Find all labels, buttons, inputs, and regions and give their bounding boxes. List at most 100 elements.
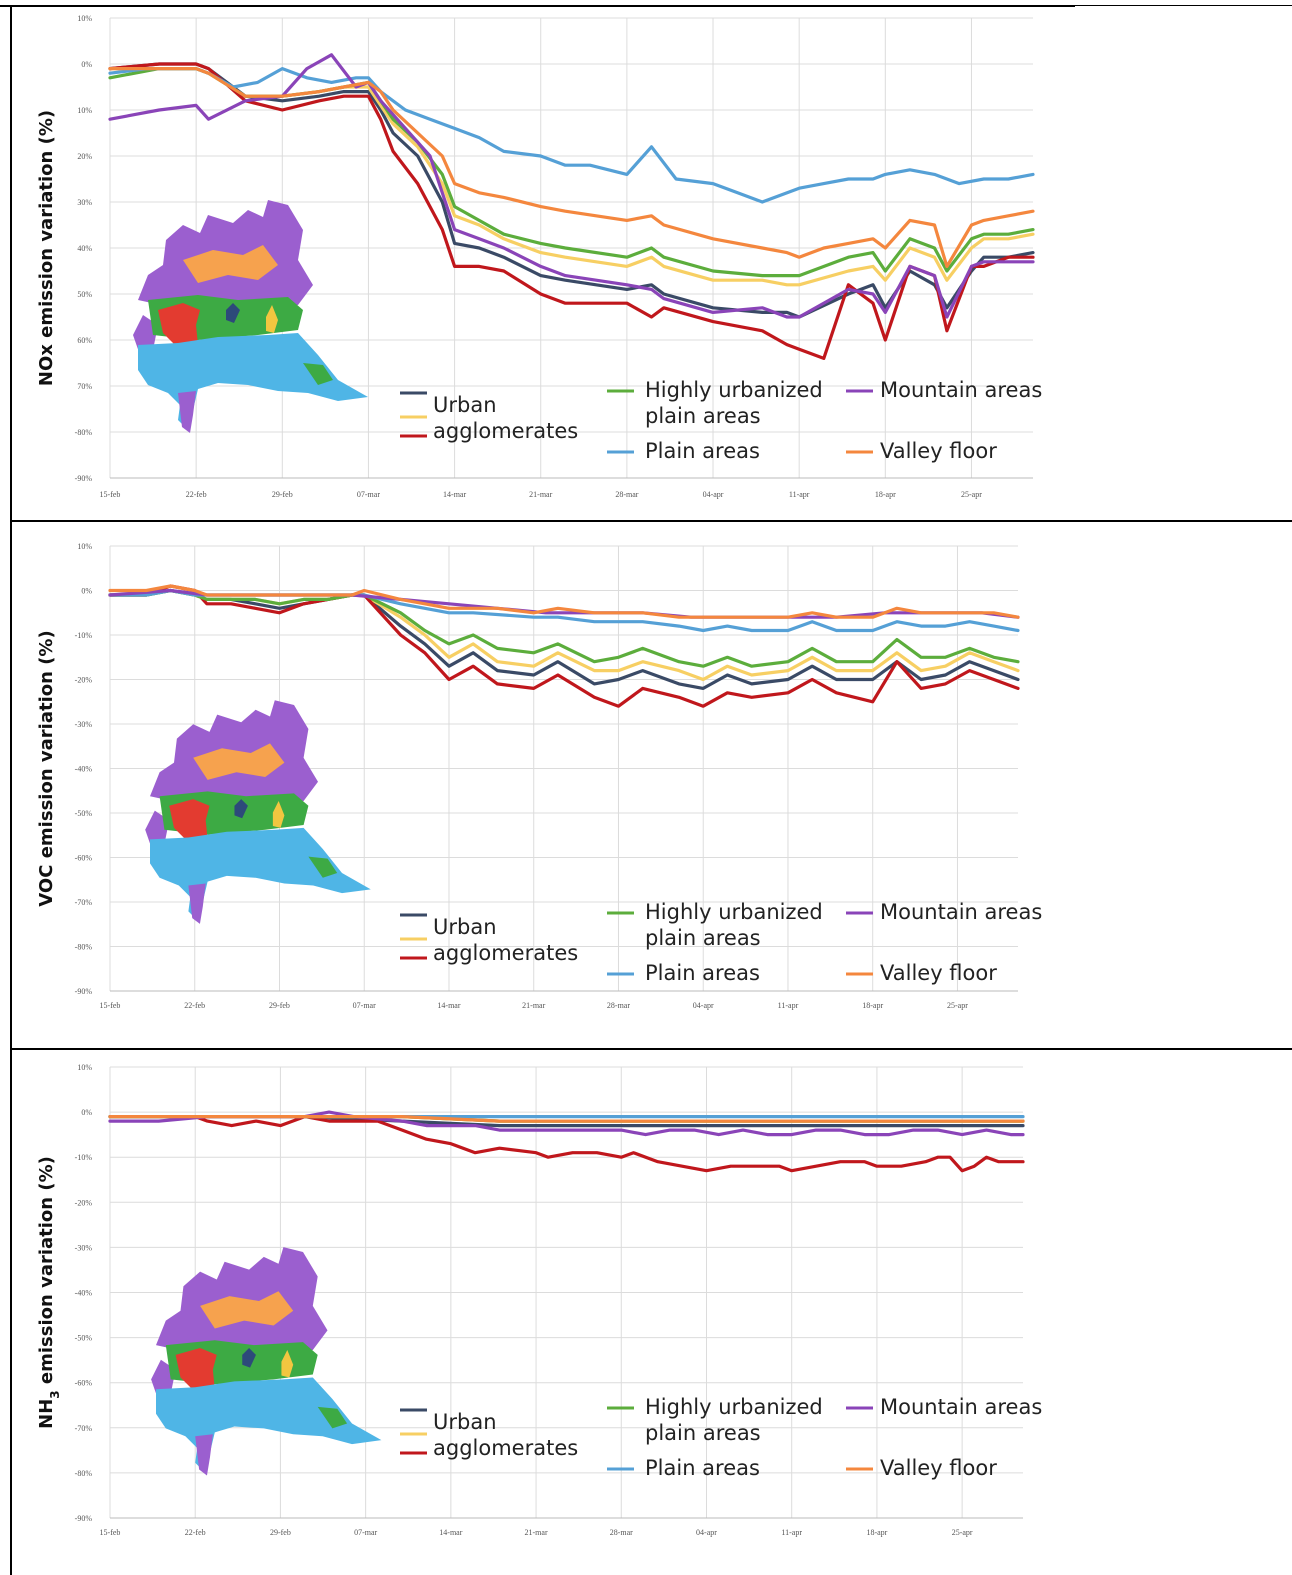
- x-tick-label: 07-mar: [357, 490, 380, 499]
- map-region-highly_urbanized: [308, 856, 338, 878]
- legend-label-plain: Plain areas: [645, 961, 760, 985]
- y-tick-label: 0%: [81, 587, 92, 596]
- legend-label-highly-urbanized: Highly urbanized: [645, 378, 823, 402]
- y-tick-label: 60%: [77, 336, 92, 345]
- y-tick-label: 10%: [77, 542, 92, 551]
- y-tick-label: 70%: [77, 382, 92, 391]
- y-tick-label: -80%: [75, 943, 93, 952]
- legend-label-valley: Valley floor: [880, 439, 997, 463]
- legend-label-mountain: Mountain areas: [880, 378, 1042, 402]
- map-region-mountain: [188, 883, 206, 924]
- y-tick-label: -70%: [75, 898, 93, 907]
- frame-top-right-line: [1075, 5, 1292, 6]
- x-tick-label: 15-feb: [100, 1528, 121, 1537]
- legend-label-mountain: Mountain areas: [880, 1395, 1042, 1419]
- x-tick-label: 29-feb: [270, 1528, 291, 1537]
- x-tick-label: 29-feb: [272, 490, 293, 499]
- x-tick-label: 04-apr: [703, 490, 724, 499]
- x-tick-label: 22-feb: [184, 1001, 205, 1010]
- map-region-valley: [193, 743, 285, 780]
- series-line-6: [108, 66, 1035, 268]
- y-tick-label: 0%: [81, 1108, 92, 1117]
- panel-nh3: 10% 0% -10% -20% -30% -40% -50% -60% -70% -80% -90…: [0, 1050, 1292, 1575]
- y-axis-label: VOC emission variation (%): [36, 630, 57, 906]
- legend-label-plain: Plain areas: [645, 439, 760, 463]
- y-tick-label: -70%: [75, 1424, 93, 1433]
- y-tick-label: -90%: [75, 474, 93, 483]
- chart-voc: 10% 0% -10% -20% -30% -40% -50% -60% -70% -80% -90…: [36, 542, 1042, 1010]
- y-tick-label: -80%: [75, 428, 93, 437]
- y-tick-label: -60%: [75, 854, 93, 863]
- y-tick-label: 20%: [77, 152, 92, 161]
- y-tick-label: -90%: [75, 987, 93, 996]
- legend-label-plain-areas-2: plain areas: [645, 926, 761, 950]
- map-region-urban_navy: [234, 799, 248, 819]
- legend-label-urban: Urban: [433, 1410, 497, 1434]
- y-tick-label: -20%: [75, 676, 93, 685]
- map-region-urban_navy: [242, 1348, 256, 1368]
- chart-nox: 10% 0% 10% 20% 30% 40% 50% 60% 70% -80% -90% 15-feb…: [36, 14, 1042, 499]
- y-tick-label: -50%: [75, 1334, 93, 1343]
- region-map: [151, 1247, 382, 1476]
- y-tick-label: -10%: [75, 1153, 93, 1162]
- legend-label-agglomerates: agglomerates: [433, 419, 578, 443]
- y-tick-label: -40%: [75, 1289, 93, 1298]
- x-tick-label: 15-feb: [100, 490, 121, 499]
- series-line-0: [108, 62, 1035, 319]
- x-tick-label: 22-feb: [185, 1528, 206, 1537]
- series-line-2: [108, 1114, 1025, 1173]
- map-region-plain: [156, 1377, 382, 1473]
- map-region-urban_yellow: [272, 801, 285, 828]
- x-tick-label: 28-mar: [610, 1528, 633, 1537]
- map-region-urban_navy: [226, 303, 240, 323]
- legend-label-highly-urbanized: Highly urbanized: [645, 900, 823, 924]
- map-region-highly_urbanized: [303, 363, 333, 385]
- x-tick-label: 28-mar: [615, 490, 638, 499]
- map-region-mountain: [195, 1434, 213, 1476]
- map-region-valley: [200, 1291, 294, 1329]
- y-tick-label: 30%: [77, 198, 92, 207]
- y-tick-label: 10%: [77, 106, 92, 115]
- frame-top-line: [0, 5, 1075, 7]
- x-tick-label: 11-apr: [789, 490, 810, 499]
- panel-voc: 10% 0% -10% -20% -30% -40% -50% -60% -70% -80% -90…: [0, 522, 1292, 1048]
- map-region-urban_yellow: [266, 305, 278, 333]
- x-tick-label: 14-mar: [443, 490, 466, 499]
- region-map: [133, 200, 368, 433]
- y-tick-label: -30%: [75, 720, 93, 729]
- series-line-3: [108, 588, 1020, 668]
- y-tick-label: 50%: [77, 290, 92, 299]
- y-tick-label: -90%: [75, 1514, 93, 1523]
- legend-label-highly-urbanized: Highly urbanized: [645, 1395, 823, 1419]
- map-region-mountain: [178, 391, 196, 433]
- y-tick-label: -80%: [75, 1469, 93, 1478]
- x-tick-label: 11-apr: [781, 1528, 802, 1537]
- legend-label-plain-areas-2: plain areas: [645, 404, 761, 428]
- legend-label-urban: Urban: [433, 393, 497, 417]
- y-tick-label: -30%: [75, 1243, 93, 1252]
- map-region-plain: [150, 827, 371, 921]
- y-tick-label: 0%: [81, 60, 92, 69]
- frame-left-line: [10, 5, 12, 1575]
- series-line-4: [108, 66, 1035, 204]
- x-tick-label: 22-feb: [186, 490, 207, 499]
- y-tick-label: -10%: [75, 631, 93, 640]
- x-tick-label: 21-mar: [529, 490, 552, 499]
- x-tick-label: 15-feb: [100, 1001, 121, 1010]
- x-tick-label: 18-apr: [875, 490, 896, 499]
- x-tick-label: 25-apr: [952, 1528, 973, 1537]
- y-axis-label: NOx emission variation (%): [36, 110, 57, 386]
- frame-divider-1: [10, 520, 1292, 522]
- x-tick-label: 11-apr: [778, 1001, 799, 1010]
- y-tick-label: -20%: [75, 1198, 93, 1207]
- map-region-plain: [138, 333, 368, 430]
- y-tick-label: 40%: [77, 244, 92, 253]
- series-line-6: [108, 584, 1020, 619]
- series-line-6: [108, 1114, 1025, 1123]
- legend-label-valley: Valley floor: [880, 961, 997, 985]
- x-tick-label: 04-apr: [696, 1528, 717, 1537]
- y-axis-label: NH3 emission variation (%): [36, 1156, 62, 1429]
- y-tick-label: 10%: [77, 1063, 92, 1072]
- x-tick-label: 18-apr: [866, 1528, 887, 1537]
